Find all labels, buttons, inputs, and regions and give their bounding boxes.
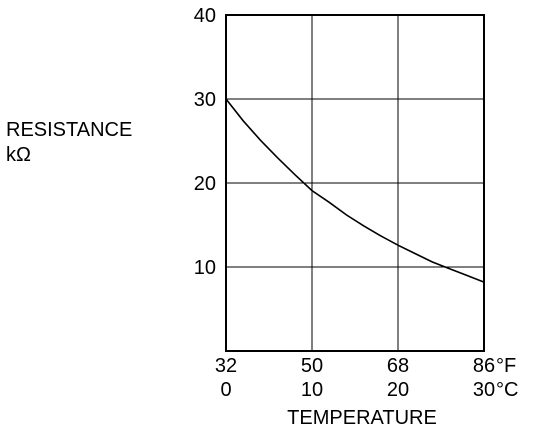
x-tick-label-fahrenheit: 68 (387, 355, 409, 377)
y-tick-label: 40 (194, 5, 216, 27)
resistance-curve (225, 98, 485, 283)
y-axis-label-line-2: kΩ (6, 144, 31, 166)
x-tick-label-celsius: 30 (473, 379, 495, 401)
grid-lines (226, 15, 484, 351)
y-tick-label: 20 (194, 173, 216, 195)
x-tick-label-celsius: 10 (301, 379, 323, 401)
y-axis-label-line-1: RESISTANCE (6, 119, 132, 141)
x-tick-label-celsius: 20 (387, 379, 409, 401)
x-tick-label-fahrenheit: 86 (473, 355, 495, 377)
x-tick-label-fahrenheit: 50 (301, 355, 323, 377)
y-tick-label: 10 (194, 257, 216, 279)
x-axis-label: TEMPERATURE (287, 407, 437, 429)
x-unit-fahrenheit: °F (496, 355, 516, 377)
y-tick-labels: 10 20 30 40 (194, 5, 216, 279)
x-tick-label-fahrenheit: 32 (215, 355, 237, 377)
x-unit-celsius: °C (496, 379, 518, 401)
plot-frame (225, 14, 485, 352)
y-tick-label: 30 (194, 89, 216, 111)
x-tick-label-celsius: 0 (220, 379, 231, 401)
